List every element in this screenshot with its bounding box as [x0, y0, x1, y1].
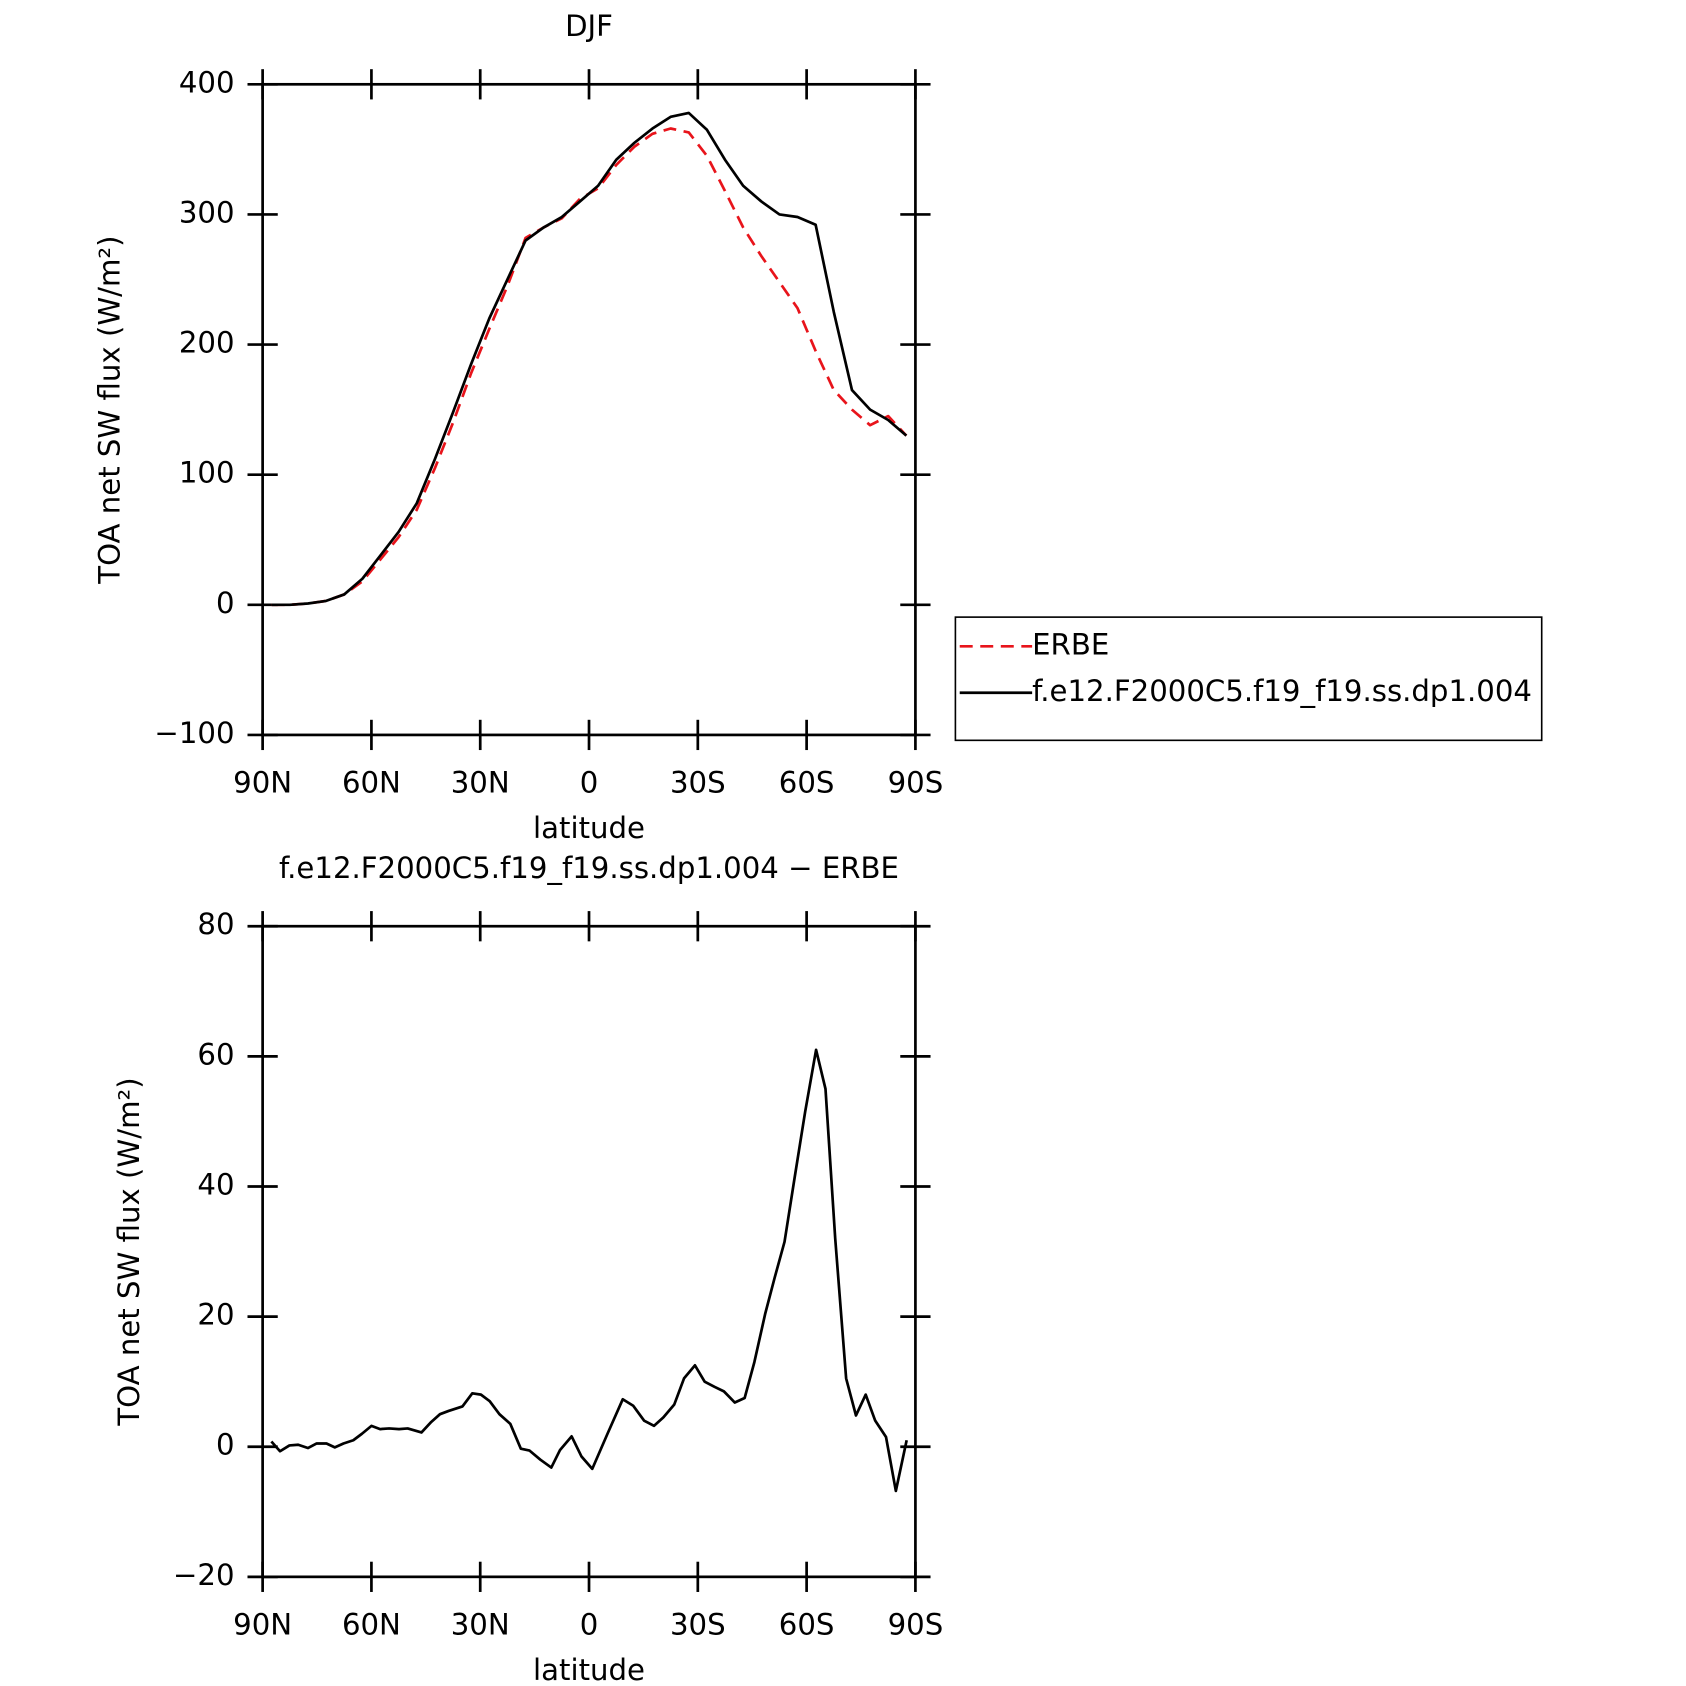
legend-box	[954, 616, 1543, 742]
y-tick-label: 40	[197, 1167, 234, 1201]
legend-label: f.e12.F2000C5.f19_f19.ss.dp1.004	[1032, 674, 1532, 708]
x-tick-label: 90N	[233, 1608, 292, 1642]
y-tick-label: −100	[154, 716, 234, 750]
y-tick-label: 200	[179, 326, 235, 360]
y-tick-label: −20	[173, 1558, 235, 1592]
y-tick-label: 80	[197, 907, 234, 941]
x-tick-label: 90S	[888, 766, 944, 800]
x-tick-label: 0	[580, 1608, 599, 1642]
x-tick-label: 30S	[670, 766, 726, 800]
y-tick-label: 0	[216, 1428, 235, 1462]
x-tick-label: 0	[580, 766, 599, 800]
y-tick-label: 400	[179, 65, 235, 99]
y-tick-label: 100	[179, 456, 235, 490]
plot-frame	[261, 82, 917, 737]
y-tick-label: 20	[197, 1298, 234, 1332]
x-tick-label: 90S	[888, 1608, 944, 1642]
x-tick-label: 30N	[451, 766, 510, 800]
legend: ERBE f.e12.F2000C5.f19_f19.ss.dp1.004	[954, 616, 1543, 742]
x-tick-label: 30S	[670, 1608, 726, 1642]
y-tick-label: 0	[216, 586, 235, 620]
x-axis-label: latitude	[533, 811, 645, 845]
x-axis-label: latitude	[533, 1653, 645, 1686]
y-axis-label: TOA net SW flux (W/m²)	[112, 1077, 146, 1426]
x-tick-label: 60N	[342, 766, 401, 800]
x-tick-label: 60S	[779, 1608, 835, 1642]
x-tick-label: 90N	[233, 766, 292, 800]
chart-title: f.e12.F2000C5.f19_f19.ss.dp1.004 − ERBE	[279, 851, 899, 885]
plot-frame	[261, 924, 917, 1579]
data-line	[271, 127, 908, 607]
y-tick-label: 300	[179, 195, 235, 229]
legend-label: ERBE	[1032, 627, 1109, 661]
y-tick-label: 60	[197, 1037, 234, 1071]
y-axis-label: TOA net SW flux (W/m²)	[92, 235, 126, 584]
data-line	[271, 111, 908, 607]
data-line	[270, 1048, 908, 1493]
x-tick-label: 30N	[451, 1608, 510, 1642]
x-tick-label: 60S	[779, 766, 835, 800]
x-tick-label: 60N	[342, 1608, 401, 1642]
chart-title: DJF	[565, 9, 613, 43]
